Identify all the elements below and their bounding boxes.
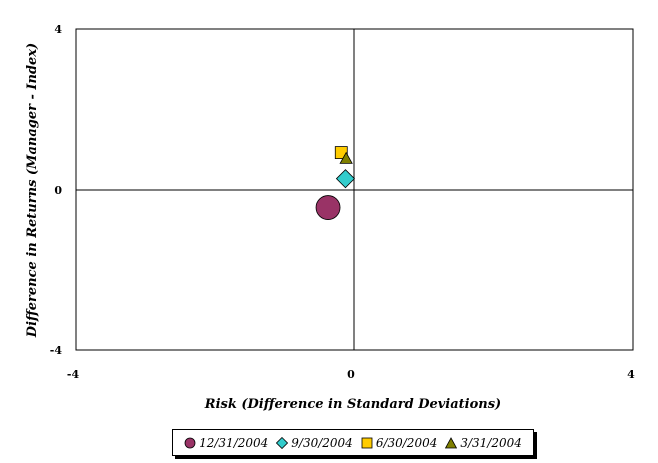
data-point-triangle: [339, 151, 353, 164]
y-tick-label: 4: [54, 23, 62, 36]
legend-item: 3/31/2004: [445, 436, 522, 450]
diamond-marker-icon: [276, 436, 289, 449]
x-axis-title: Risk (Difference in Standard Deviations): [204, 397, 501, 412]
y-tick-label: -4: [50, 344, 63, 357]
legend-label: 12/31/2004: [199, 435, 269, 450]
x-tick-label: 4: [627, 368, 635, 381]
legend-item: 6/30/2004: [361, 435, 438, 450]
data-point-circle: [315, 195, 341, 220]
legend-item: 12/31/2004: [184, 436, 268, 450]
data-points: [315, 146, 356, 220]
circle-marker-icon: [184, 437, 196, 448]
x-tick-label: 0: [347, 368, 355, 381]
legend: 12/31/2004 9/30/2004 6/30/2004 3/31/2004: [172, 429, 534, 456]
legend-label: 9/30/2004: [291, 435, 353, 450]
triangle-marker-icon: [445, 436, 458, 448]
y-tick-label: 0: [54, 184, 62, 197]
data-point-diamond: [335, 169, 356, 189]
y-axis-title: Difference in Returns (Manager - Index): [25, 43, 40, 338]
legend-item: 9/30/2004: [276, 436, 353, 450]
square-marker-icon: [361, 437, 373, 448]
legend-label: 3/31/2004: [460, 435, 522, 450]
legend-label: 6/30/2004: [375, 435, 438, 450]
x-tick-label: -4: [67, 368, 80, 381]
